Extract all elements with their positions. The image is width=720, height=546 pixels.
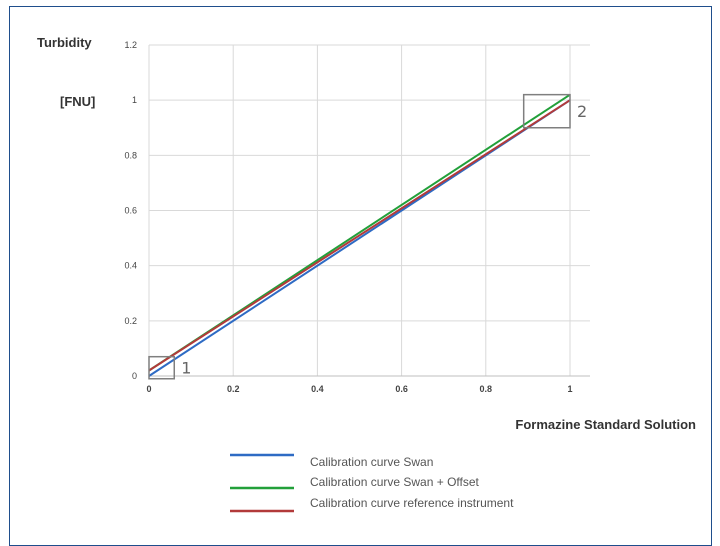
y-axis-label-line1: Turbidity: [37, 35, 92, 50]
y-tick-label: 1.2: [124, 40, 137, 50]
y-tick-label: 0.6: [124, 206, 137, 216]
annotation-box-1: [148, 355, 176, 380]
x-tick-label: 0: [146, 384, 151, 394]
annotation-label-1: 1: [181, 359, 191, 378]
grid: [148, 44, 590, 377]
x-tick-label: 0.4: [311, 384, 324, 394]
x-tick-label: 0.6: [395, 384, 408, 394]
annotation-box-2: [522, 93, 571, 129]
series-lines: [148, 93, 571, 377]
annotation-label-2: 2: [577, 102, 587, 121]
legend-label-swan: Calibration curve Swan: [310, 455, 433, 469]
x-tick-label: 0.8: [480, 384, 493, 394]
annotations: 12: [148, 93, 587, 380]
x-tick-label: 0.2: [227, 384, 240, 394]
series-line-reference: [148, 99, 571, 372]
y-tick-label: 1: [132, 95, 137, 105]
legend-label-swan-offset: Calibration curve Swan + Offset: [310, 475, 480, 489]
tick-labels: 0 0.2 0.4 0.6 0.8 1 0 0.2 0.4 0.6 0.8 1 1.2: [124, 40, 572, 394]
legend: Calibration curve Swan Calibration curve…: [230, 453, 514, 513]
y-tick-label: 0: [132, 371, 137, 381]
legend-label-reference: Calibration curve reference instrument: [310, 496, 514, 510]
y-tick-label: 0.2: [124, 316, 137, 326]
x-tick-label: 1: [567, 384, 572, 394]
y-axis-label-line2: [FNU]: [60, 94, 95, 109]
y-tick-label: 0.4: [124, 261, 137, 271]
y-tick-label: 0.8: [124, 150, 137, 160]
x-axis-label: Formazine Standard Solution: [515, 417, 696, 432]
